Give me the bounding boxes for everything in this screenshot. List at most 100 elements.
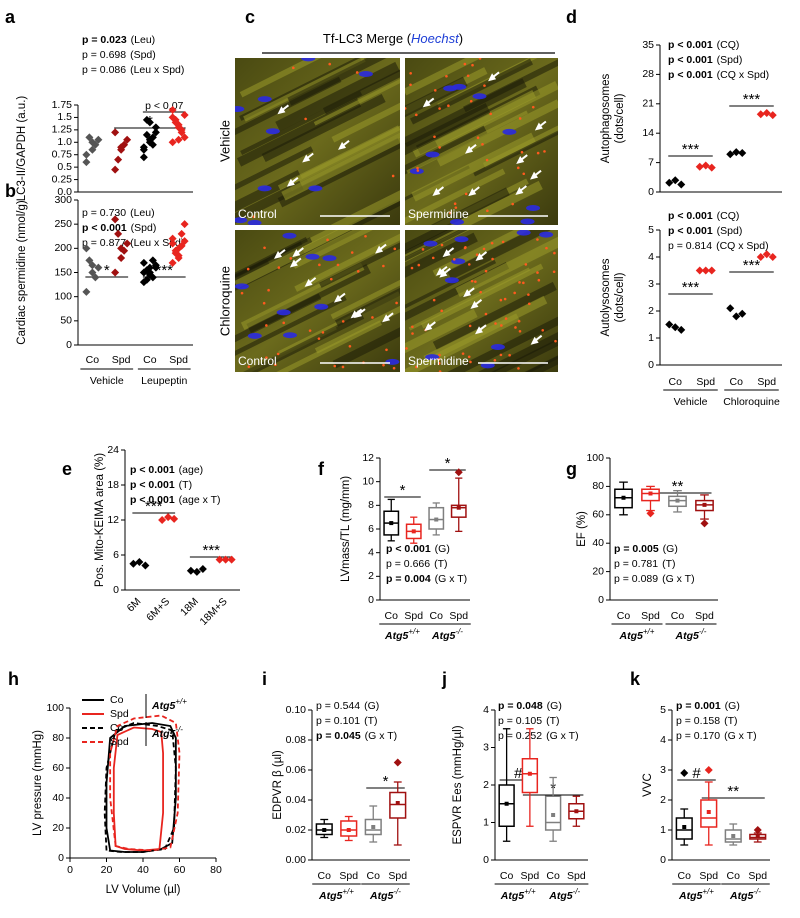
p-value: p = 0.730	[82, 207, 126, 219]
mean-marker	[346, 828, 351, 832]
group-label: Vehicle	[674, 396, 708, 408]
y-tick-label: 0.00	[286, 854, 307, 866]
y-tick-label: 0.06	[286, 764, 307, 776]
data-point	[177, 241, 186, 250]
data-point	[139, 145, 148, 154]
lc3-dot	[493, 358, 497, 362]
y-tick-label: 4	[483, 704, 489, 716]
genotype: +/+	[702, 887, 714, 896]
lc3-dot	[440, 243, 444, 247]
y-axis-label: LVmass/TL (mg/mm)	[340, 476, 352, 582]
lc3-dot	[265, 356, 268, 359]
y-axis-label: VVC	[642, 773, 654, 797]
lc3-dot	[466, 74, 470, 78]
stat-term: (T)	[179, 479, 192, 491]
y-tick-label: 14	[642, 127, 654, 139]
stat-term: (G x T)	[546, 730, 578, 742]
lc3-dot	[411, 325, 414, 329]
stat-line: p = 0.005 (G)	[614, 543, 678, 555]
lc3-dot	[371, 316, 374, 319]
data-point	[168, 258, 177, 267]
p-value: p < 0.001	[130, 479, 175, 491]
y-axis-label: Autophagosomes	[600, 74, 612, 164]
lc3-dot	[490, 241, 494, 245]
nucleus	[490, 344, 505, 351]
significance-label: *	[400, 482, 406, 499]
mean-marker	[755, 834, 760, 838]
lc3-dot	[282, 321, 286, 325]
data-point	[768, 253, 777, 261]
lc3-dot	[536, 238, 539, 241]
lc3-dot	[409, 71, 412, 75]
significance-label: *	[383, 773, 389, 790]
fiber	[405, 230, 448, 252]
outlier	[753, 826, 762, 834]
data-point	[701, 266, 710, 275]
y-axis-label: LC3-II/GAPDH (a.u.)	[16, 96, 28, 202]
gene: Atg5	[151, 728, 175, 740]
panel-letter: a	[5, 7, 16, 27]
lc3-dot	[543, 150, 546, 153]
data-point	[665, 320, 674, 329]
data-point	[164, 513, 173, 522]
lc3-dot	[499, 353, 503, 357]
lc3-dot	[350, 251, 354, 254]
y-tick-label: 5	[648, 224, 654, 236]
y-tick-label: 12	[107, 514, 119, 526]
x-tick-label: Co	[669, 376, 683, 388]
nucleus	[502, 128, 517, 135]
lc3-dot	[415, 365, 418, 369]
data-point	[732, 148, 741, 157]
data-point	[756, 253, 765, 261]
x-tick-label: 0	[67, 864, 73, 876]
stat-term: (T)	[364, 715, 377, 727]
data-point	[114, 229, 123, 238]
data-point	[168, 234, 177, 243]
gene: Atg5	[384, 630, 408, 642]
x-tick-label: Co	[500, 870, 514, 882]
mean-marker	[411, 529, 416, 534]
legend-group-label: Atg5-/-	[151, 725, 183, 740]
y-tick-label: 0	[113, 584, 119, 596]
nucleus	[308, 185, 323, 192]
lc3-dot	[433, 89, 437, 92]
y-axis-label: Autolysosomes	[600, 258, 612, 336]
data-point	[111, 215, 120, 224]
lc3-dot	[467, 263, 471, 266]
legend-label: Spd	[110, 708, 129, 720]
nucleus	[247, 219, 262, 225]
stat-line: p < 0.001 (T)	[130, 479, 192, 491]
outlier	[393, 758, 402, 767]
p-value: p = 0.666	[386, 558, 430, 570]
mean-marker	[648, 491, 653, 496]
data-point	[82, 150, 91, 159]
y-tick-label: 60	[52, 762, 64, 774]
significance-label: ***	[743, 257, 761, 274]
p-value: p = 0.252	[498, 730, 542, 742]
stat-line: p < 0.001 (CQ)	[668, 39, 739, 51]
stat-line: p < 0.001 (CQ)	[668, 210, 739, 222]
significance-label: ***	[155, 262, 173, 279]
arrow-head	[375, 245, 384, 254]
y-tick-label: 0.02	[286, 824, 307, 836]
fiber	[405, 125, 488, 175]
stat-term: (Spd)	[717, 225, 743, 237]
stat-term: (T)	[662, 558, 675, 570]
p-value: p < 0.001	[668, 210, 713, 222]
lc3-dot	[440, 309, 443, 313]
fiber	[482, 125, 558, 169]
x-tick-label: Spd	[388, 870, 407, 882]
stat-term: (Spd)	[131, 222, 157, 234]
x-tick-label: Co	[678, 870, 692, 882]
lc3-dot	[479, 290, 482, 294]
lc3-dot	[438, 146, 441, 149]
lc3-dot	[513, 291, 516, 295]
lc3-dot	[474, 280, 477, 283]
stat-line: p < 0.001 (age)	[130, 464, 203, 476]
lc3-dot	[356, 270, 360, 273]
data-point	[665, 178, 674, 187]
arrow-head	[292, 249, 301, 258]
lc3-dot	[341, 320, 345, 323]
stat-line: p < 0.001 (CQ x Spd)	[668, 69, 769, 81]
y-axis-label: (dots/cell)	[614, 93, 626, 143]
